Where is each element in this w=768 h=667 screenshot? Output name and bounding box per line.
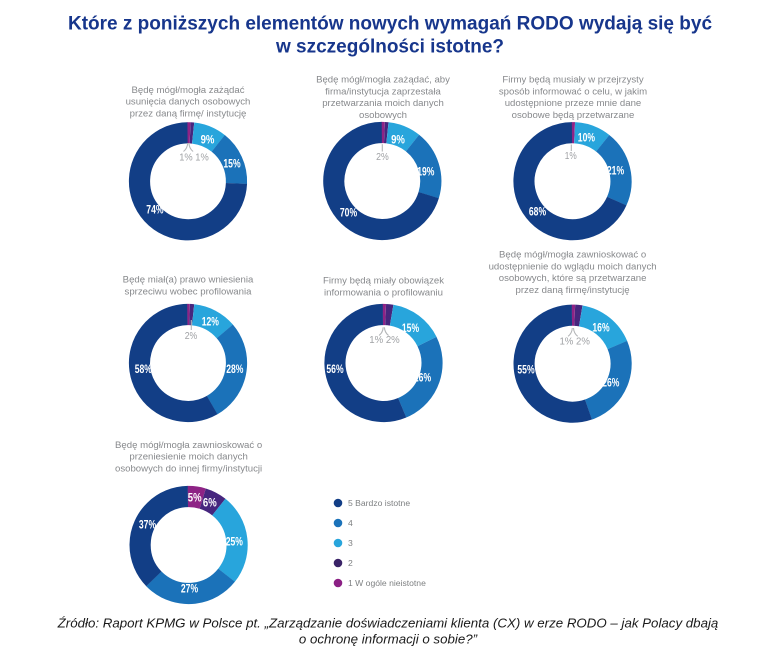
svg-text:2%: 2%: [376, 151, 389, 163]
svg-text:3: 3: [348, 538, 353, 548]
svg-text:przez daną firmę/instytucję: przez daną firmę/instytucję: [516, 285, 630, 296]
svg-text:Będę miał(a) prawo wniesienia: Będę miał(a) prawo wniesienia: [123, 275, 254, 286]
svg-text:w szczególności istotne?: w szczególności istotne?: [275, 37, 504, 58]
svg-text:Będę mógł/mogła zażądać: Będę mógł/mogła zażądać: [131, 85, 244, 96]
svg-text:firma/instytucja zaprzestała: firma/instytucja zaprzestała: [325, 86, 441, 97]
svg-text:przez daną firmę/ instytucję: przez daną firmę/ instytucję: [130, 109, 247, 120]
svg-text:68%: 68%: [529, 206, 546, 218]
svg-text:Które z poniższych elementów n: Które z poniższych elementów nowych wyma…: [68, 14, 712, 35]
svg-text:26%: 26%: [414, 372, 431, 384]
svg-text:udostępnione przeze mnie dane: udostępnione przeze mnie dane: [505, 98, 642, 109]
svg-text:2: 2: [348, 558, 353, 568]
svg-text:2%: 2%: [185, 330, 198, 342]
svg-text:sposób informować o celu, w ja: sposób informować o celu, w jakim: [499, 86, 647, 97]
svg-text:usunięcia danych osobowych: usunięcia danych osobowych: [126, 97, 251, 108]
svg-text:6%: 6%: [203, 498, 217, 510]
svg-text:Firmy będą musiały w przejrzys: Firmy będą musiały w przejrzysty: [502, 75, 643, 86]
svg-text:Będę mógł/mogła zawnioskować o: Będę mógł/mogła zawnioskować o: [499, 250, 646, 261]
svg-text:9%: 9%: [201, 135, 215, 147]
svg-text:osobowych do innej firmy/insty: osobowych do innej firmy/instytucji: [115, 464, 262, 475]
svg-text:10%: 10%: [578, 132, 595, 144]
svg-text:Będę mógł/mogła zażądać, aby: Będę mógł/mogła zażądać, aby: [316, 75, 450, 86]
svg-text:56%: 56%: [326, 364, 343, 376]
svg-text:70%: 70%: [340, 208, 357, 220]
svg-text:udostępnienie do wglądu moich: udostępnienie do wglądu moich danych: [489, 261, 657, 272]
svg-text:5 Bardzo istotne: 5 Bardzo istotne: [348, 498, 410, 508]
svg-text:74%: 74%: [146, 205, 163, 217]
svg-text:25%: 25%: [226, 537, 243, 549]
svg-text:Źródło: Raport KPMG w Polsce p: Źródło: Raport KPMG w Polsce pt. „Zarząd…: [57, 616, 719, 631]
svg-text:przeniesienie moich danych: przeniesienie moich danych: [129, 452, 247, 463]
svg-text:15%: 15%: [402, 323, 419, 335]
svg-text:1%: 1%: [565, 150, 577, 162]
svg-text:1% 2%: 1% 2%: [369, 334, 400, 346]
svg-text:osobowe będą przetwarzane: osobowe będą przetwarzane: [512, 110, 635, 121]
svg-text:informowania o profilowaniu: informowania o profilowaniu: [324, 288, 443, 299]
svg-text:Będę mógł/mogła zawnioskować o: Będę mógł/mogła zawnioskować o: [115, 440, 262, 451]
svg-text:osobowych: osobowych: [359, 110, 407, 121]
svg-text:12%: 12%: [202, 317, 219, 329]
svg-text:4: 4: [348, 518, 353, 528]
svg-text:osobowych, które są przetwarza: osobowych, które są przetwarzane: [499, 273, 647, 284]
svg-text:5%: 5%: [188, 492, 202, 504]
svg-text:9%: 9%: [391, 135, 405, 147]
svg-text:o ochronę informacji o sobie?”: o ochronę informacji o sobie?”: [299, 632, 478, 647]
svg-text:16%: 16%: [592, 323, 609, 335]
svg-text:19%: 19%: [417, 166, 434, 178]
svg-text:28%: 28%: [226, 364, 243, 376]
svg-text:21%: 21%: [607, 166, 624, 178]
svg-text:55%: 55%: [517, 365, 534, 377]
svg-text:37%: 37%: [139, 520, 156, 532]
svg-text:sprzeciwu wobec profilowania: sprzeciwu wobec profilowania: [125, 287, 253, 298]
svg-text:27%: 27%: [181, 583, 198, 595]
svg-text:15%: 15%: [223, 159, 240, 171]
svg-text:58%: 58%: [135, 364, 152, 376]
svg-text:przetwarzania moich danych: przetwarzania moich danych: [322, 98, 444, 109]
svg-text:1 W ogóle nieistotne: 1 W ogóle nieistotne: [348, 578, 426, 588]
svg-text:26%: 26%: [602, 377, 619, 389]
svg-text:Firmy będą miały obowiązek: Firmy będą miały obowiązek: [323, 276, 444, 287]
svg-text:1% 2%: 1% 2%: [559, 336, 590, 348]
svg-text:1% 1%: 1% 1%: [179, 152, 209, 164]
